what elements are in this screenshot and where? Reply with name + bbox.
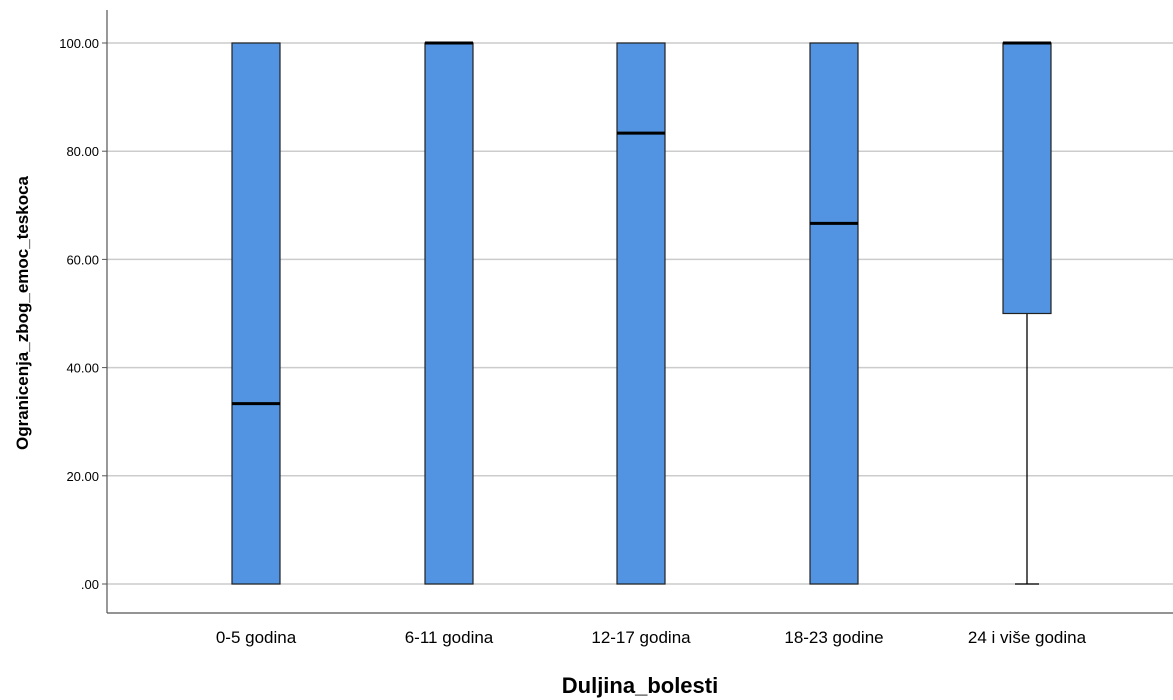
box-iqr: [1002, 42, 1052, 315]
box-group: [424, 41, 474, 585]
x-tick-label: 6-11 godina: [405, 628, 494, 647]
x-axis-title: Duljina_bolesti: [562, 673, 718, 698]
x-tick-label: 12-17 godina: [591, 628, 691, 647]
box-iqr: [424, 42, 474, 585]
y-tick-label: 40.00: [66, 361, 99, 376]
y-tick-labels: .00 20.00 40.00 60.00 80.00 100.00: [59, 36, 99, 592]
box-iqr: [231, 42, 281, 585]
box-group: [616, 42, 666, 585]
box-iqr: [616, 42, 666, 585]
y-tick-label: .00: [81, 577, 99, 592]
y-tick-label: 80.00: [66, 144, 99, 159]
axes: [106, 10, 1173, 614]
y-tick-label: 60.00: [66, 252, 99, 267]
y-tick-label: 100.00: [59, 36, 99, 51]
x-tick-label: 18-23 godine: [784, 628, 883, 647]
x-tick-labels: 0-5 godina 6-11 godina 12-17 godina 18-23 g…: [216, 628, 1087, 647]
y-tick-label: 20.00: [66, 469, 99, 484]
box-group: [231, 42, 281, 585]
x-tick-label: 24 i više godina: [968, 628, 1087, 647]
boxes: [231, 41, 1052, 585]
box-group: [809, 42, 859, 585]
y-axis-title: Ogranicenja_zbog_emoc_teskoca: [13, 175, 32, 450]
box-iqr: [809, 42, 859, 585]
x-tick-label: 0-5 godina: [216, 628, 297, 647]
box-group: [1002, 41, 1052, 585]
